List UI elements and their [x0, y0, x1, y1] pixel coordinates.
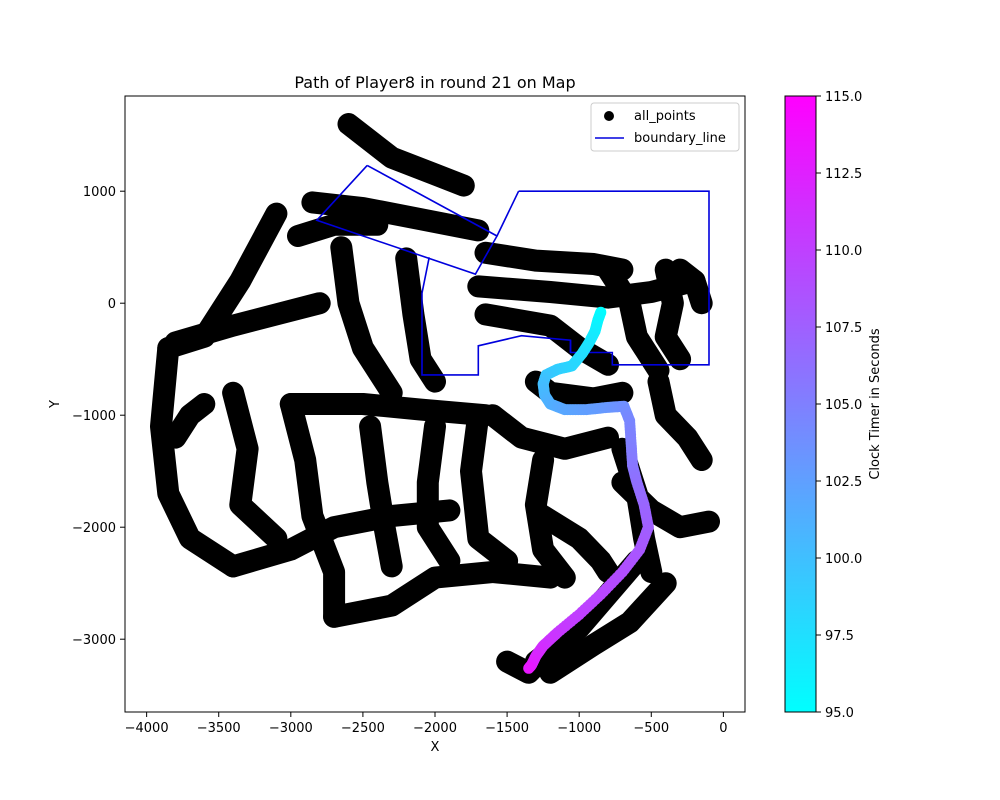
x-tick-label: −3500 [197, 721, 241, 736]
all-points-trail [539, 572, 677, 684]
all-points-trail [654, 258, 692, 371]
legend-marker-all-points [604, 111, 614, 121]
all-points-trail [395, 247, 446, 393]
x-tick-label: −1500 [485, 721, 529, 736]
all-points-trail [279, 393, 346, 628]
all-points-trail [301, 191, 490, 242]
colorbar-tick-label: 107.5 [825, 321, 862, 336]
all-points-trail [222, 499, 461, 578]
x-tick-label: −2000 [413, 721, 457, 736]
all-points-trail [222, 381, 288, 550]
all-points-trail [524, 449, 576, 589]
all-points-trail [474, 303, 619, 376]
colorbar-tick-label: 102.5 [825, 475, 862, 490]
x-tick-label: −3000 [269, 721, 313, 736]
boundary-line [496, 190, 520, 237]
x-axis-label: X [431, 740, 440, 755]
all-points-trail [416, 415, 461, 572]
all-points-layer [150, 113, 720, 684]
colorbar-tick-label: 112.5 [825, 167, 862, 182]
x-tick-label: −1000 [557, 721, 601, 736]
boundary-line-layer [315, 164, 710, 376]
chart-title: Path of Player8 in round 21 on Map [294, 73, 575, 92]
all-points-trail [460, 404, 519, 572]
colorbar-label: Clock Timer in Seconds [868, 328, 883, 480]
colorbar-tick-label: 95.0 [825, 706, 854, 721]
all-points-trail [669, 258, 713, 315]
colorbar: 95.0 97.5 100.0 102.5 105.0 107.5 110.0 112.5 11… [784, 90, 883, 721]
legend-entry-all-points: all_points [634, 109, 696, 124]
all-points-trail [150, 337, 245, 578]
legend-box [590, 102, 740, 152]
all-points-trail [287, 213, 389, 247]
y-tick-label: 0 [108, 297, 116, 312]
player-path-layer [523, 306, 654, 674]
legend-entry-boundary-line: boundary_line [634, 131, 726, 146]
colorbar-tick-label: 100.0 [825, 552, 862, 567]
x-tick-label: −2500 [341, 721, 385, 736]
player-path-point [523, 662, 535, 674]
y-axis-label: Y [48, 400, 63, 409]
y-tick-label: −2000 [72, 521, 116, 536]
colorbar-tick-label: 115.0 [825, 90, 862, 105]
all-points-trail [164, 292, 331, 354]
legend: all_points boundary_line [590, 102, 740, 152]
all-points-trail [279, 393, 497, 427]
x-tick-label: −500 [633, 721, 669, 736]
all-points-trail [532, 505, 619, 583]
all-points-trail [330, 236, 403, 404]
all-points-trail [481, 404, 619, 460]
colorbar-tick-label: 105.0 [825, 398, 862, 413]
x-axis: −4000 −3500 −3000 −2500 −2000 −1500 −1000 −500 0 [125, 712, 728, 736]
boundary-line [315, 164, 499, 276]
y-axis: −3000 −2000 −1000 0 1000 [72, 185, 125, 648]
y-tick-label: −1000 [72, 409, 116, 424]
colorbar-tick-label: 97.5 [825, 629, 854, 644]
x-tick-label: 0 [719, 721, 727, 736]
plot-area [150, 113, 720, 684]
colorbar-ticks: 95.0 97.5 100.0 102.5 105.0 107.5 110.0 112.5 11… [816, 90, 862, 721]
y-tick-label: 1000 [83, 185, 116, 200]
all-points-trail [647, 370, 713, 471]
x-tick-label: −4000 [125, 721, 169, 736]
colorbar-tick-label: 110.0 [825, 244, 862, 259]
colorbar-gradient [784, 95, 817, 713]
all-points-trail [597, 258, 670, 382]
all-points-trail [164, 393, 216, 449]
all-points-trail [359, 415, 403, 578]
y-tick-label: −3000 [72, 633, 116, 648]
all-points-trail [323, 561, 562, 628]
all-points-trail [337, 113, 475, 197]
